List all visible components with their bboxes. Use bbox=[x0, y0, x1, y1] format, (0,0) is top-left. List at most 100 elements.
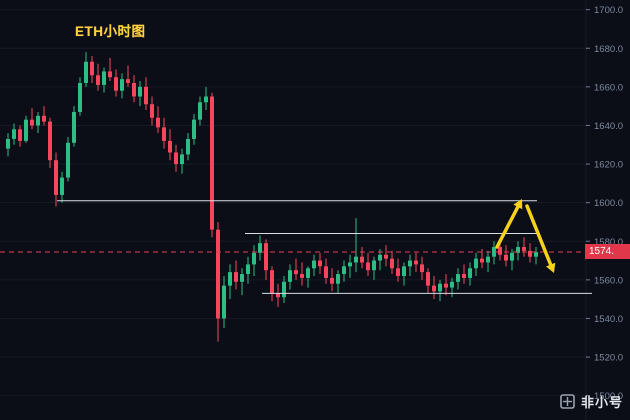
candle-body bbox=[6, 138, 10, 149]
candle-body bbox=[300, 274, 304, 278]
candle-body bbox=[330, 277, 334, 284]
candle-body bbox=[252, 252, 256, 265]
current-price-badge: 1574. bbox=[585, 244, 630, 260]
price-axis-label: 1660.0 bbox=[594, 82, 623, 93]
candle-body bbox=[246, 264, 250, 275]
candle-body bbox=[426, 272, 430, 286]
candle-body bbox=[48, 121, 52, 161]
candle-body bbox=[78, 82, 82, 112]
candle-body bbox=[372, 260, 376, 271]
candle-body bbox=[492, 247, 496, 257]
price-axis-label: 1640.0 bbox=[594, 121, 623, 132]
candle-body bbox=[150, 104, 154, 118]
candle-body bbox=[498, 247, 502, 255]
candle-body bbox=[528, 250, 532, 257]
price-axis-label: 1620.0 bbox=[594, 160, 623, 171]
price-axis-label: 1580.0 bbox=[594, 237, 623, 248]
candle-body bbox=[462, 274, 466, 278]
candle-body bbox=[18, 129, 22, 141]
watermark-text: 非小号 bbox=[580, 395, 623, 410]
candle-body bbox=[354, 256, 358, 263]
candle-body bbox=[480, 258, 484, 263]
candle-body bbox=[234, 272, 238, 282]
candle-body bbox=[306, 268, 310, 278]
candle-body bbox=[222, 285, 226, 319]
candle-body bbox=[162, 127, 166, 141]
candle-body bbox=[324, 266, 328, 278]
candle-body bbox=[138, 86, 142, 97]
forecast-up-arrow-head bbox=[513, 199, 523, 210]
candle-body bbox=[156, 117, 160, 128]
candle-body bbox=[36, 115, 40, 126]
candle-body bbox=[336, 274, 340, 284]
candle-body bbox=[144, 86, 148, 105]
candle-body bbox=[282, 281, 286, 298]
candle-body bbox=[102, 71, 106, 85]
candle-body bbox=[534, 252, 538, 257]
candle-body bbox=[450, 281, 454, 288]
candle-body bbox=[108, 71, 112, 78]
candle-body bbox=[72, 111, 76, 143]
candle-body bbox=[390, 258, 394, 269]
candle-body bbox=[126, 79, 130, 83]
watermark-logo: 非小号 bbox=[560, 392, 623, 411]
candle-body bbox=[414, 260, 418, 265]
candle-body bbox=[66, 142, 70, 178]
price-axis-label: 1600.0 bbox=[594, 198, 623, 209]
candle-body bbox=[288, 270, 292, 282]
candle-body bbox=[516, 247, 520, 253]
candle-body bbox=[402, 266, 406, 276]
price-axis-label: 1700.0 bbox=[594, 5, 623, 16]
candle-body bbox=[90, 61, 94, 76]
candle-body bbox=[378, 254, 382, 261]
forecast-up-arrow bbox=[495, 205, 520, 249]
candle-body bbox=[168, 140, 172, 153]
price-axis-label: 1500.0 bbox=[594, 391, 623, 402]
candle-body bbox=[474, 258, 478, 269]
candle-body bbox=[438, 283, 442, 292]
candle-body bbox=[240, 274, 244, 282]
candle-body bbox=[294, 270, 298, 275]
candle-body bbox=[228, 272, 232, 286]
candle-body bbox=[192, 119, 196, 139]
candle-body bbox=[456, 274, 460, 282]
candle-body bbox=[360, 256, 364, 263]
candle-body bbox=[264, 243, 268, 271]
candle-body bbox=[210, 96, 214, 230]
candle-body bbox=[342, 266, 346, 275]
candle-body bbox=[396, 268, 400, 276]
candle-body bbox=[504, 254, 508, 261]
candle-body bbox=[54, 160, 58, 195]
candle-body bbox=[216, 229, 220, 319]
candle-body bbox=[12, 129, 16, 139]
candle-body bbox=[348, 262, 352, 267]
chart-title: ETH小时图 bbox=[75, 24, 146, 39]
candle-body bbox=[468, 268, 472, 278]
candle-body bbox=[24, 119, 28, 141]
candle-body bbox=[114, 77, 118, 91]
candle-body bbox=[120, 79, 124, 91]
candle-body bbox=[510, 252, 514, 261]
candle-body bbox=[186, 138, 190, 155]
forecast-down-arrow-head bbox=[545, 262, 556, 273]
candle-body bbox=[42, 115, 46, 122]
price-axis-label: 1560.0 bbox=[594, 275, 623, 286]
candle-body bbox=[312, 260, 316, 269]
candle-body bbox=[276, 293, 280, 298]
candle-body bbox=[270, 270, 274, 294]
candle-body bbox=[204, 96, 208, 103]
price-axis-label: 1540.0 bbox=[594, 314, 623, 325]
forecast-down-arrow bbox=[525, 204, 553, 267]
candle-body bbox=[318, 260, 322, 267]
candle-body bbox=[30, 119, 34, 126]
candle-body bbox=[258, 243, 262, 253]
candle-body bbox=[60, 177, 64, 195]
candle-body bbox=[96, 75, 100, 85]
price-axis-label: 1680.0 bbox=[594, 44, 623, 55]
candle-body bbox=[444, 283, 448, 288]
candle-body bbox=[84, 61, 88, 83]
candle-body bbox=[366, 262, 370, 271]
candle-body bbox=[420, 264, 424, 273]
